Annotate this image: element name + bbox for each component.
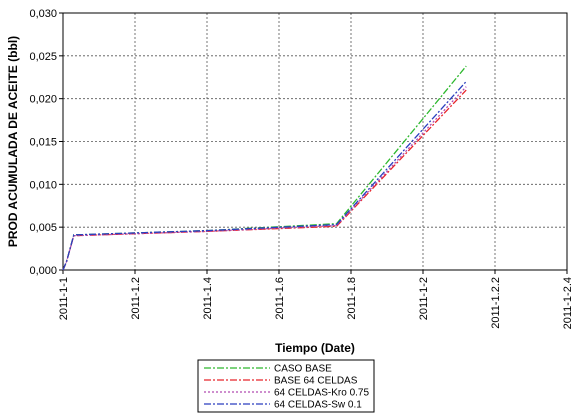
y-tick-label: 0,000 <box>29 265 57 277</box>
legend-box <box>197 359 375 413</box>
y-tick-label: 0,030 <box>29 8 57 20</box>
series-line-1 <box>62 65 467 271</box>
y-axis: 0,000 0,005 0,010 0,015 0,020 0,025 0,030 <box>29 8 63 277</box>
legend-label: BASE 64 CELDAS <box>274 376 358 387</box>
x-tick-label: 2011-1-2.4 <box>562 277 572 329</box>
legend-label: 64 CELDAS-Sw 0.1 <box>274 400 362 411</box>
x-tick-label: 2011-1.4 <box>202 277 214 320</box>
grid <box>63 13 567 270</box>
x-axis: 2011-1-1 2011-1.2 2011-1.4 2011-1.6 2011-1.8… <box>58 270 572 329</box>
x-tick-label: 2011-1-1 <box>58 277 70 320</box>
y-axis-title: PROD ACUMULADA DE ACEITE (bbl) <box>6 36 20 247</box>
series-line-2 <box>62 89 467 271</box>
x-tick-label: 2011-1.6 <box>274 277 286 320</box>
x-axis-title: Tiempo (Date) <box>275 341 355 355</box>
y-tick-label: 0,010 <box>29 179 57 191</box>
y-tick-label: 0,015 <box>29 137 57 149</box>
x-tick-label: 2011-1-2 <box>418 277 430 320</box>
series-line-4 <box>62 81 467 271</box>
y-tick-label: 0,025 <box>29 51 57 63</box>
series-line-3 <box>62 86 467 271</box>
series-layer <box>62 65 467 271</box>
y-tick-label: 0,005 <box>29 222 57 234</box>
x-tick-label: 2011-1.2.2 <box>490 277 502 329</box>
x-tick-label: 2011-1.2 <box>130 277 142 320</box>
y-tick-label: 0,020 <box>29 94 57 106</box>
legend-label: 64 CELDAS-Kro 0.75 <box>274 388 369 399</box>
legend-label: CASO BASE <box>274 364 332 375</box>
x-tick-label: 2011-1.8 <box>346 277 358 320</box>
